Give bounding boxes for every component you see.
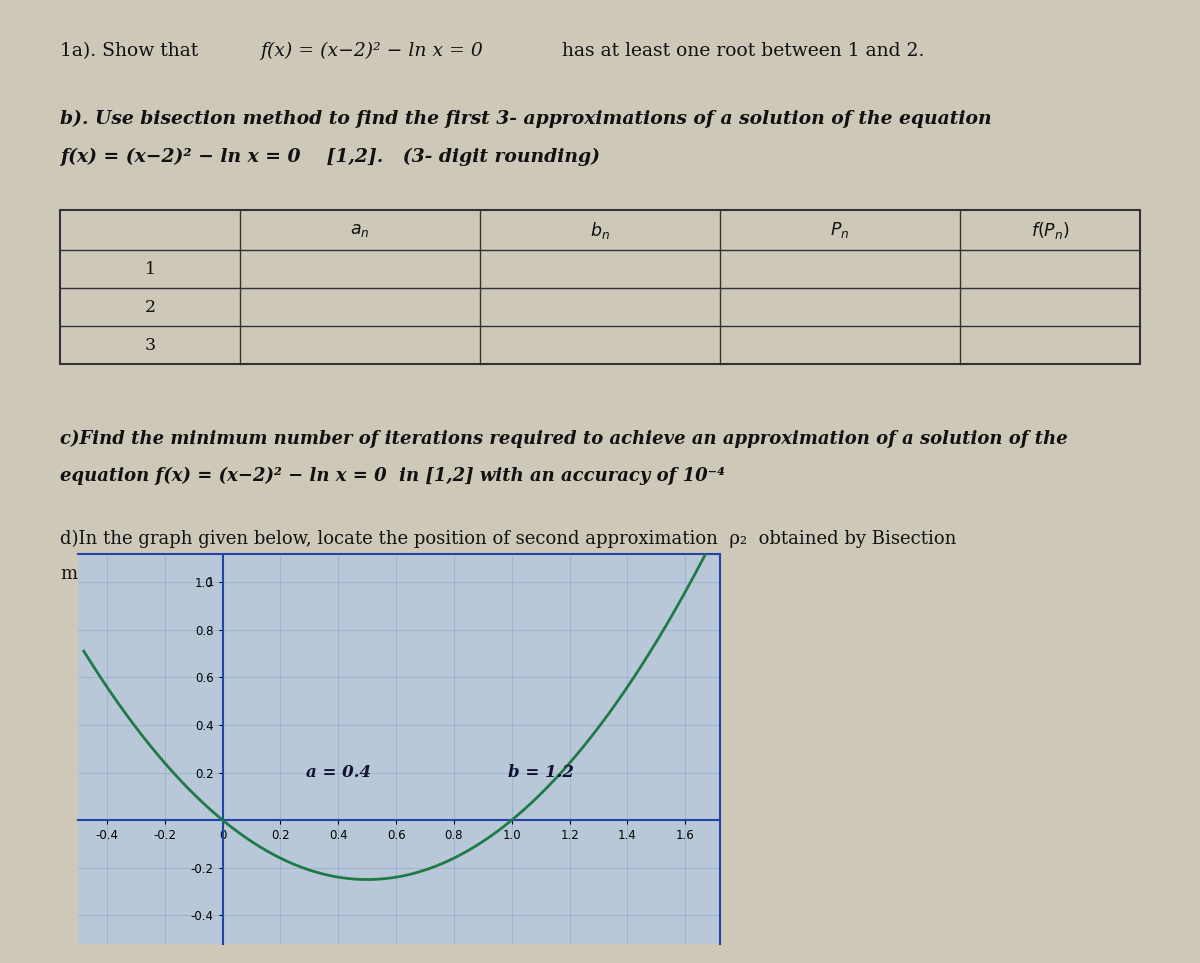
Text: c)Find the minimum number of iterations required to achieve an approximation of : c)Find the minimum number of iterations … bbox=[60, 430, 1068, 448]
Text: $P_n$: $P_n$ bbox=[830, 220, 850, 240]
Bar bbox=[60, 210, 1140, 364]
Text: d)In the graph given below, locate the position of second approximation  ρ₂  obt: d)In the graph given below, locate the p… bbox=[60, 530, 956, 548]
Text: equation f(x) = (x−2)² − ln x = 0  in [1,2] with an accuracy of 10⁻⁴: equation f(x) = (x−2)² − ln x = 0 in [1,… bbox=[60, 467, 725, 485]
Text: f(x) = (x−2)² − ln x = 0: f(x) = (x−2)² − ln x = 0 bbox=[260, 42, 482, 61]
Text: has at least one root between 1 and 2.: has at least one root between 1 and 2. bbox=[550, 42, 924, 60]
Text: $b_n$: $b_n$ bbox=[590, 220, 610, 241]
Text: $f(P_n)$: $f(P_n)$ bbox=[1031, 220, 1069, 241]
Text: a = 0.4: a = 0.4 bbox=[306, 764, 371, 781]
Text: 1: 1 bbox=[144, 261, 156, 277]
Text: method.: method. bbox=[60, 565, 134, 583]
Text: 1a). Show that: 1a). Show that bbox=[60, 42, 210, 60]
Text: b). Use bisection method to find the first 3- approximations of a solution of th: b). Use bisection method to find the fir… bbox=[60, 110, 991, 128]
Text: 2: 2 bbox=[144, 299, 156, 316]
Text: $a_n$: $a_n$ bbox=[350, 221, 370, 239]
Text: f(x) = (x−2)² − ln x = 0    [1,2].   (3- digit rounding): f(x) = (x−2)² − ln x = 0 [1,2]. (3- digi… bbox=[60, 148, 600, 167]
Text: b = 1.2: b = 1.2 bbox=[508, 764, 574, 781]
Text: 3: 3 bbox=[144, 336, 156, 353]
Text: 1: 1 bbox=[206, 576, 214, 588]
